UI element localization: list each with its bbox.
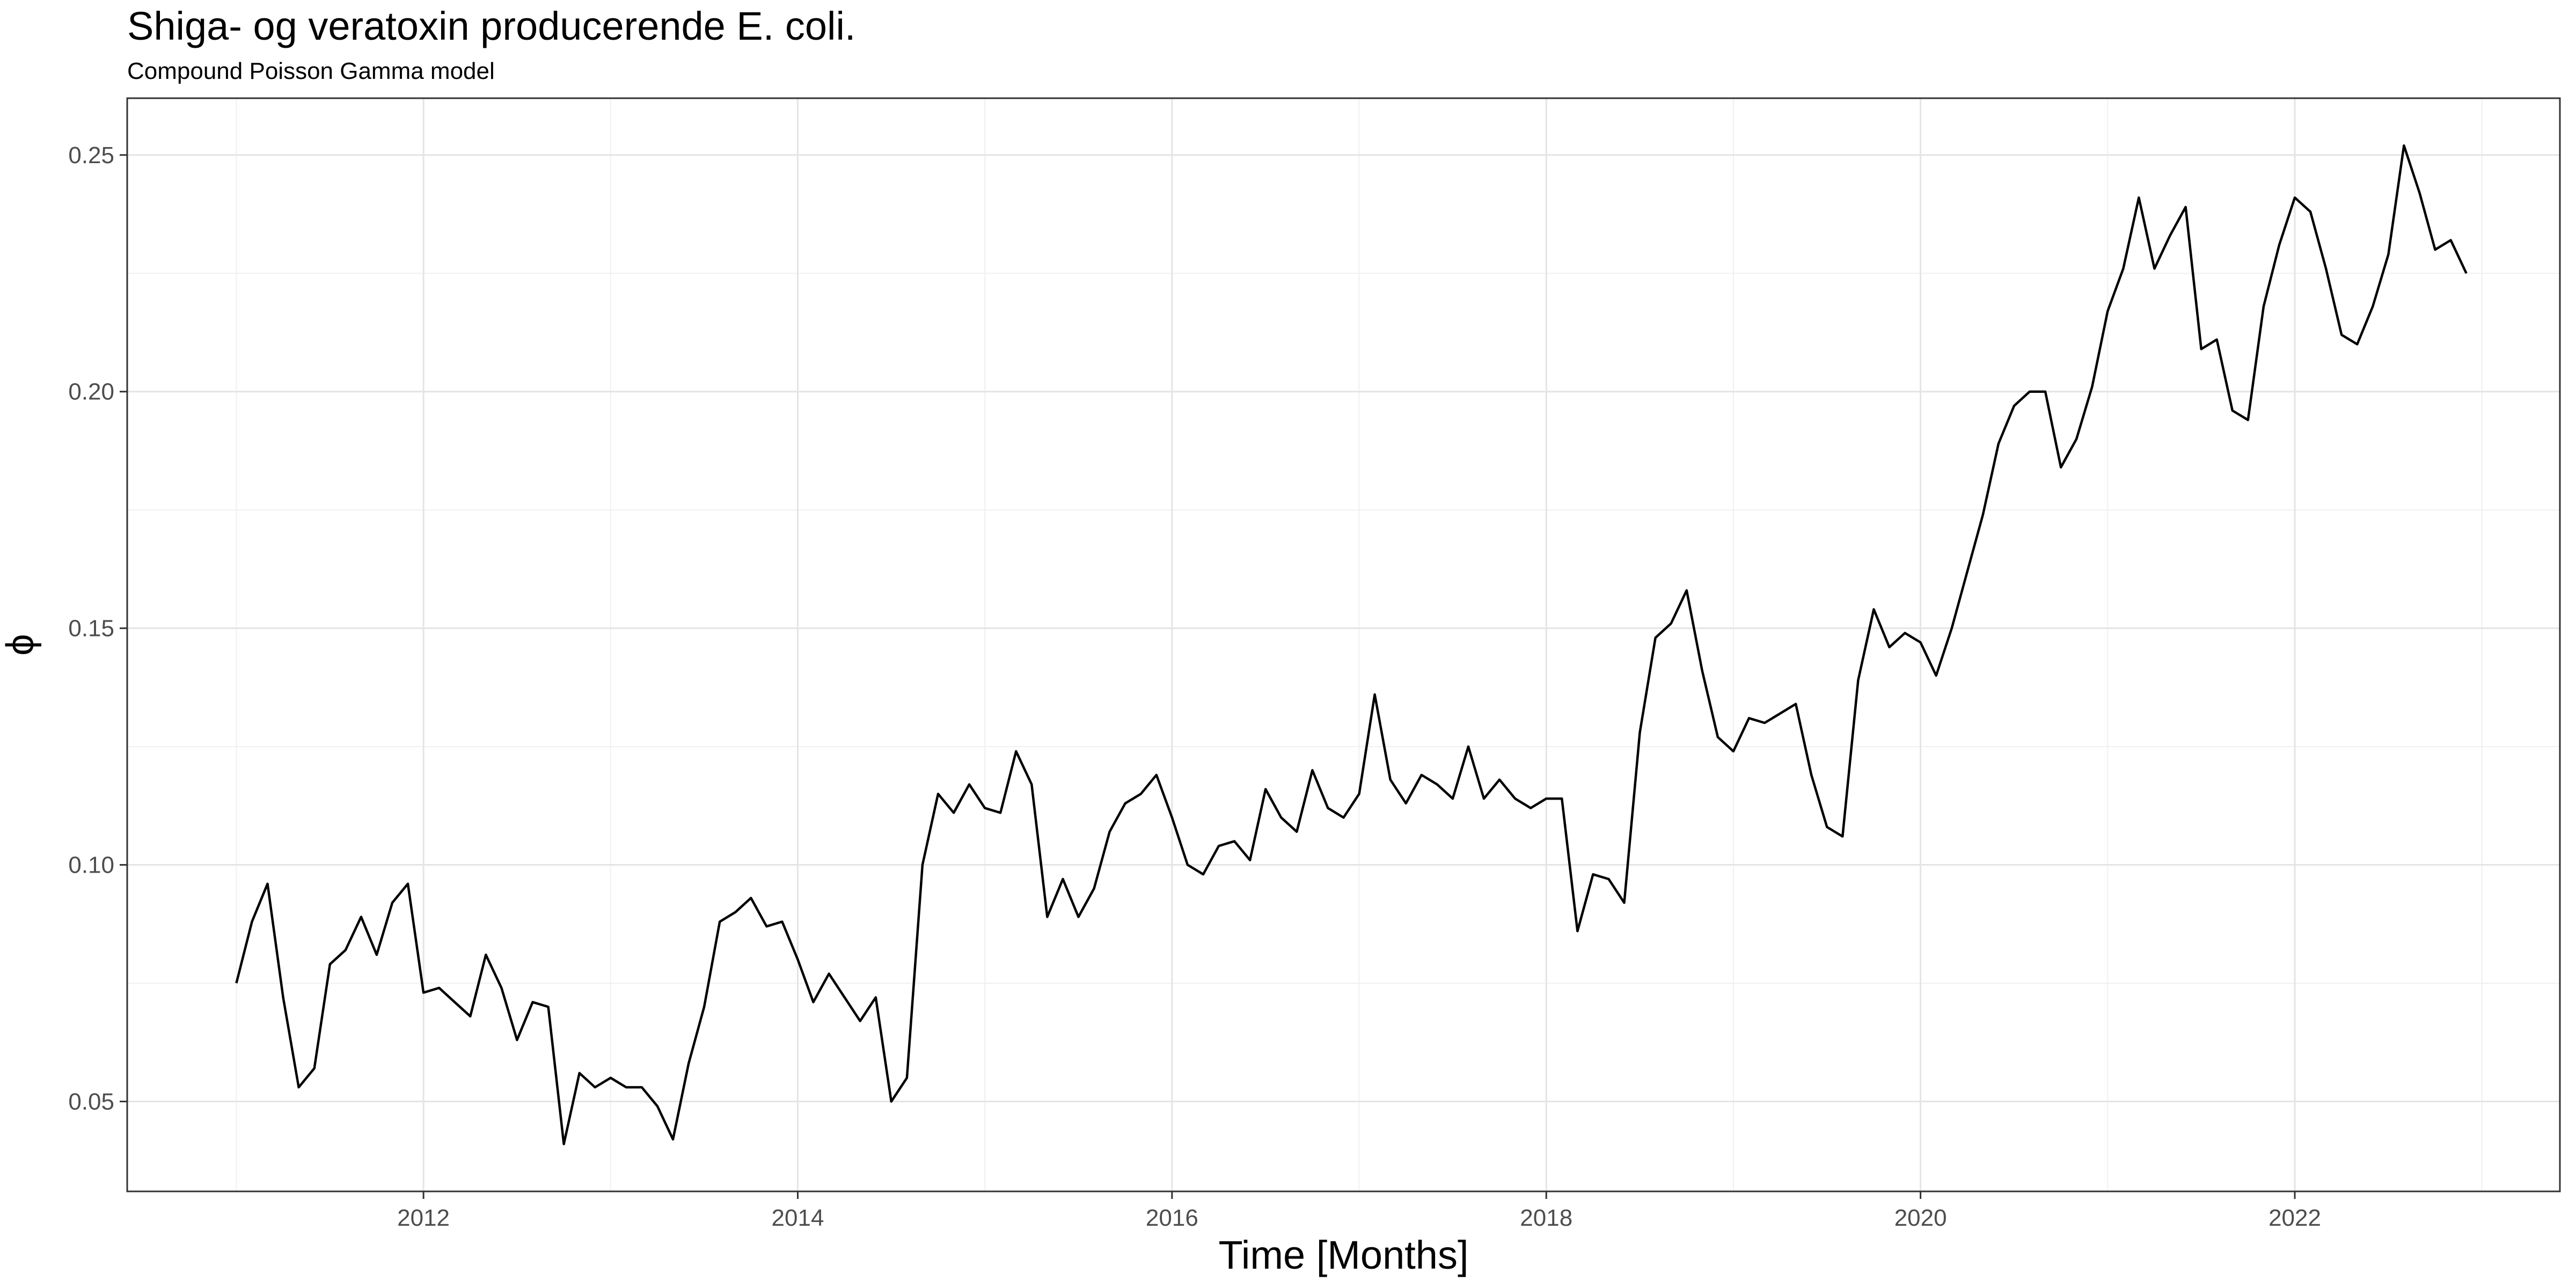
plot-border xyxy=(126,97,2561,1192)
series-line xyxy=(235,144,2468,1146)
y-tick-label: 0.15 xyxy=(68,616,114,642)
y-tick-label: 0.25 xyxy=(68,142,114,169)
chart-subtitle: Compound Poisson Gamma model xyxy=(127,58,495,84)
y-tick-label: 0.05 xyxy=(68,1088,114,1115)
chart-title: Shiga- og veratoxin producerende E. coli… xyxy=(127,4,856,48)
y-axis-title: ϕ xyxy=(0,634,42,655)
x-tick-label: 2022 xyxy=(2268,1205,2321,1231)
x-tick-label: 2018 xyxy=(1520,1205,1572,1231)
x-tick-label: 2020 xyxy=(1894,1205,1947,1231)
x-axis-title: Time [Months] xyxy=(1218,1233,1468,1277)
y-tick-label: 0.10 xyxy=(68,852,114,879)
plot-panel xyxy=(127,98,2560,1191)
x-tick-label: 2016 xyxy=(1146,1205,1198,1231)
y-tick-label: 0.20 xyxy=(68,379,114,405)
x-tick-label: 2014 xyxy=(772,1205,824,1231)
x-tick-label: 2012 xyxy=(397,1205,450,1231)
